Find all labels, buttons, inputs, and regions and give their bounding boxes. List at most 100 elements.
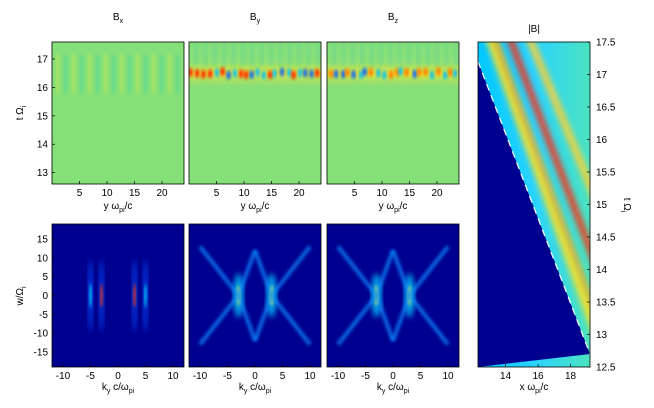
sbx-ticks: -10 -5 0 5 10 15 10 5 0 -5 -10 -15 bbox=[34, 235, 179, 382]
bx-streak bbox=[112, 55, 116, 93]
band-cell bbox=[226, 70, 231, 80]
x-tick-label: 20 bbox=[431, 188, 443, 199]
band-cell bbox=[201, 69, 206, 79]
dispersion-arm bbox=[391, 249, 412, 297]
bx-streak bbox=[88, 55, 92, 93]
streak bbox=[341, 42, 346, 66]
band-cell bbox=[404, 67, 409, 77]
sby-features bbox=[198, 245, 312, 346]
by-xlabel: y ωpi/c bbox=[241, 201, 270, 214]
band-cell bbox=[429, 70, 435, 80]
bx-heatmap bbox=[52, 42, 184, 184]
bx-streak bbox=[128, 55, 132, 93]
x-tick-label: -5 bbox=[223, 371, 232, 382]
band-cell bbox=[297, 68, 303, 78]
by-ticks: 5 10 15 20 bbox=[214, 181, 305, 199]
dispersion-arm bbox=[391, 294, 412, 342]
band-cell bbox=[436, 66, 441, 76]
band-cell bbox=[452, 68, 458, 78]
bmag-dashed-line bbox=[478, 61, 590, 355]
x-tick-label: 20 bbox=[293, 188, 305, 199]
sbx-ylabel: w/Ωi bbox=[15, 286, 28, 306]
band-cell bbox=[309, 69, 314, 79]
band-cell bbox=[207, 69, 213, 79]
dispersion-arm bbox=[269, 245, 312, 297]
streak bbox=[350, 42, 355, 66]
x-tick-label: 0 bbox=[115, 371, 121, 382]
dispersion-arm bbox=[236, 249, 257, 297]
band-cell bbox=[362, 67, 367, 77]
band-cell bbox=[194, 68, 200, 78]
band-cell bbox=[244, 70, 249, 80]
x-tick-label: -10 bbox=[193, 371, 208, 382]
sbz-xlabel: ky c/ωpi bbox=[377, 382, 410, 395]
streak bbox=[306, 42, 311, 66]
streak bbox=[287, 42, 292, 66]
band-cell bbox=[189, 67, 193, 77]
panel-bmag: |B| 14 16 18 17.5 17 16.5 16 15.5 15 14.5 14 13.5 13… bbox=[477, 24, 632, 395]
x-tick-label: 5 bbox=[280, 371, 286, 382]
bx-streak bbox=[120, 55, 124, 93]
bz-ticks: 5 10 15 20 bbox=[352, 181, 443, 199]
dispersion-arm bbox=[198, 245, 241, 297]
bmag-xlabel: x ωpi/c bbox=[520, 382, 549, 395]
x-tick-label: -5 bbox=[86, 371, 95, 382]
x-tick-label: 0 bbox=[390, 371, 396, 382]
x-tick-label: 5 bbox=[352, 188, 358, 199]
y-tick-label: 14 bbox=[37, 140, 49, 151]
y-tick-label: 15.5 bbox=[596, 168, 616, 179]
bz-xlabel: y ωpi/c bbox=[379, 201, 408, 214]
dispersion-arm bbox=[253, 249, 274, 297]
sbx-xlabel: ky c/ωpi bbox=[102, 382, 135, 395]
bx-streak bbox=[72, 55, 76, 93]
x-tick-label: -10 bbox=[56, 371, 71, 382]
bmag-ylabel: t Ωi bbox=[619, 198, 632, 213]
streak bbox=[369, 42, 374, 66]
band-cell bbox=[368, 67, 373, 77]
y-tick-label: -15 bbox=[34, 347, 49, 358]
panel-spectrum-by: -10 -5 0 5 10 ky c/ωpi bbox=[188, 223, 322, 395]
bmag-ticks: 14 16 18 17.5 17 16.5 16 15.5 15 14.5 14 13.5 13 12.5 bbox=[500, 38, 616, 383]
y-tick-label: 15 bbox=[596, 200, 608, 211]
sby-ticks: -10 -5 0 5 10 bbox=[193, 364, 316, 382]
sby-heatmap bbox=[189, 224, 321, 367]
band-cell bbox=[382, 70, 387, 80]
y-tick-label: 15 bbox=[37, 111, 49, 122]
x-tick-label: 20 bbox=[156, 188, 168, 199]
band-cell bbox=[443, 70, 448, 80]
by-features bbox=[189, 42, 321, 90]
sby-xlabel: ky c/ωpi bbox=[239, 382, 272, 395]
x-tick-label: 5 bbox=[214, 188, 220, 199]
x-tick-label: 5 bbox=[143, 371, 149, 382]
dispersion-arm bbox=[336, 294, 379, 346]
bmag-quiet-region bbox=[478, 61, 590, 367]
band-cell bbox=[261, 70, 266, 80]
band-cell bbox=[417, 67, 422, 77]
band-cell bbox=[388, 70, 394, 80]
band-cell bbox=[447, 67, 453, 77]
band-cell bbox=[395, 67, 400, 77]
band-cell bbox=[345, 68, 350, 78]
band-cell bbox=[279, 67, 285, 77]
band-cell bbox=[249, 70, 254, 80]
band-cell bbox=[287, 68, 292, 78]
dispersion-arm bbox=[198, 294, 241, 346]
streak bbox=[231, 42, 236, 66]
streak bbox=[240, 42, 245, 66]
streak bbox=[332, 42, 336, 66]
streak bbox=[212, 42, 217, 66]
sbz-ticks: -10 -5 0 5 10 bbox=[331, 364, 454, 382]
bmag-stripe bbox=[507, 42, 590, 259]
panel-spectrum-bz: -10 -5 0 5 10 ky c/ωpi bbox=[326, 223, 460, 395]
panel-by-title: By bbox=[250, 12, 261, 25]
streak bbox=[388, 42, 393, 66]
bz-frame bbox=[326, 41, 460, 185]
x-tick-label: 5 bbox=[77, 188, 83, 199]
y-tick-label: 0 bbox=[42, 291, 48, 302]
bmag-features bbox=[478, 42, 590, 367]
band-cell bbox=[358, 70, 364, 80]
sbx-heatmap bbox=[52, 224, 184, 367]
band-cell bbox=[272, 68, 277, 78]
y-tick-label: 16 bbox=[596, 135, 608, 146]
x-tick-label: 15 bbox=[129, 188, 141, 199]
